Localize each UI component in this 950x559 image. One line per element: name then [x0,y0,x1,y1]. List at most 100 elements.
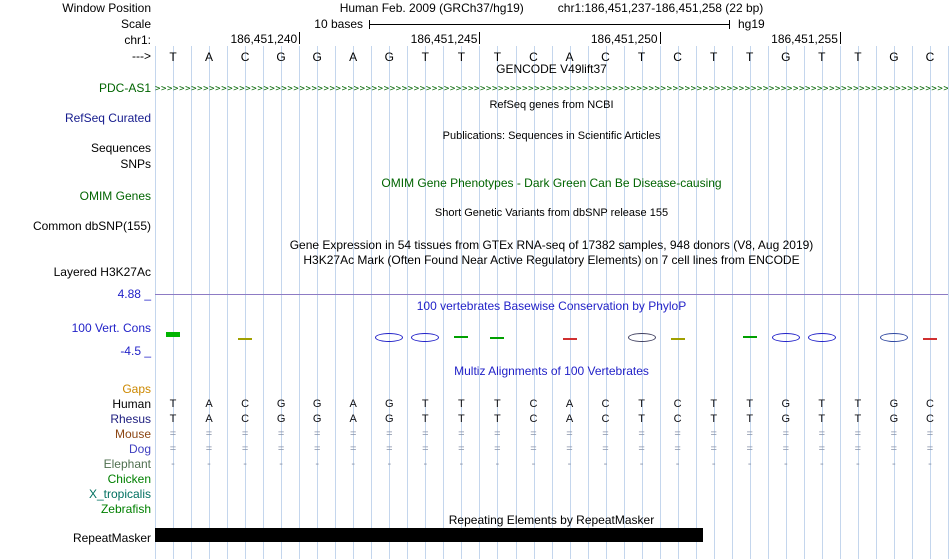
multiz-cell: = [458,443,465,455]
multiz-cell: G [385,413,394,425]
gridline [443,46,445,559]
reference-base: T [421,50,429,64]
gene-direction-arrows[interactable]: >>>>>>>>>>>>>>>>>>>>>>>>>>>>>>>>>>>>>>>>… [155,84,948,94]
multiz-cell: = [818,443,826,455]
multiz-cell: - [207,458,211,470]
multiz-cell: = [818,428,826,440]
ruler-tick-label: 186,451,255 [771,32,838,46]
multiz-cell: T [494,398,501,410]
multiz-species-label[interactable]: Rhesus [110,412,151,426]
reference-base: G [781,50,791,64]
multiz-cell: = [710,428,717,440]
multiz-cell: = [205,443,213,455]
multiz-cell: - [675,458,680,470]
gridline [569,46,571,559]
multiz-cell: G [312,398,322,410]
ruler-tick [659,32,661,44]
gridline [930,46,931,559]
repeat-element-bar[interactable] [155,528,703,542]
phylop-mark [411,333,440,342]
gtex-track-title: Gene Expression in 54 tissues from GTEx … [289,238,814,252]
assembly-short-label: hg19 [738,17,765,31]
snps-label[interactable]: SNPs [120,157,151,171]
multiz-cell: T [854,413,862,425]
repeatmasker-track-title: Repeating Elements by RepeatMasker [448,513,655,527]
multiz-species-label[interactable]: Human [112,397,151,411]
phylop-track-label[interactable]: 100 Vert. Cons [71,321,151,335]
multiz-cell: - [351,458,356,470]
multiz-cell: - [171,458,175,470]
reference-base: T [637,50,646,64]
multiz-species-label[interactable]: X_tropicalis [88,487,151,501]
multiz-cell: T [421,413,429,425]
multiz-cell: = [638,443,645,455]
sequences-label[interactable]: Sequences [90,141,151,155]
reference-base: T [818,50,826,64]
phylop-mark [742,336,757,338]
multiz-species-label[interactable]: Dog [128,442,151,456]
multiz-cell: C [926,413,934,425]
multiz-cell: = [169,428,177,440]
gridline [497,46,499,559]
phylop-mark [923,338,937,340]
refseq-curated-label[interactable]: RefSeq Curated [64,111,151,125]
multiz-cell: C [241,398,250,410]
ruler-tick-label: 186,451,250 [590,32,658,46]
gridline [281,46,283,559]
multiz-cell: = [854,443,862,455]
multiz-cell: = [422,443,429,455]
omim-track-title: OMIM Gene Phenotypes - Dark Green Can Be… [381,176,722,190]
multiz-species-label[interactable]: Gaps [122,382,151,396]
multiz-cell: A [205,413,213,425]
h3k27ac-label[interactable]: Layered H3K27Ac [53,265,151,279]
multiz-species-label[interactable]: Zebrafish [100,502,151,516]
omim-genes-label[interactable]: OMIM Genes [79,189,151,203]
gridline [191,46,192,559]
multiz-species-label[interactable]: Mouse [114,427,151,441]
multiz-cell: - [856,458,860,470]
multiz-cell: = [746,428,753,440]
multiz-cell: = [674,443,681,455]
multiz-cell: T [169,398,177,410]
multiz-species-label[interactable]: Elephant [103,457,151,471]
reference-base: C [240,50,250,64]
multiz-cell: C [926,398,934,410]
multiz-cell: G [276,398,286,410]
reference-base: T [710,50,718,64]
gridline [515,46,517,559]
gridline [479,46,481,559]
multiz-cell: - [495,458,500,470]
multiz-cell: - [279,458,283,470]
gridline [641,46,643,559]
repeatmasker-label[interactable]: RepeatMasker [72,531,151,545]
ruler-tick-label: 186,451,245 [410,32,478,46]
refseq-track-title: RefSeq genes from NCBI [489,99,614,111]
reference-base: A [349,50,358,64]
multiz-cell: C [241,413,250,425]
multiz-cell: = [602,428,609,440]
scale-bar-right-tick [729,20,730,29]
gridline [389,46,391,559]
gridline [425,46,427,559]
multiz-cell: - [603,458,608,470]
dbsnp-label[interactable]: Common dbSNP(155) [32,219,151,233]
multiz-cell: = [277,428,285,440]
phylop-track-title: 100 vertebrates Basewise Conservation by… [416,299,687,313]
multiz-cell: A [565,398,574,410]
gencode-gene-label[interactable]: PDC-AS1 [98,81,151,95]
ruler-tick [299,32,301,44]
multiz-cell: G [276,413,286,425]
multiz-cell: - [639,458,644,470]
multiz-cell: - [711,458,716,470]
reference-base: C [925,50,935,64]
multiz-cell: C [673,413,682,425]
ruler-tick-label: 186,451,240 [230,32,298,46]
gridline [893,46,895,559]
multiz-species-label[interactable]: Chicken [107,472,151,486]
ruler-tick [479,32,481,44]
multiz-cell: = [854,428,862,440]
multiz-cell: = [386,443,393,455]
multiz-cell: = [638,428,645,440]
multiz-cell: T [710,398,718,410]
